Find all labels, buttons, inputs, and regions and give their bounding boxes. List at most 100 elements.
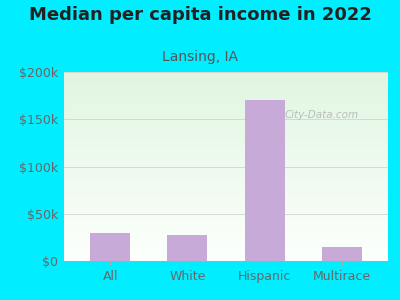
Bar [322,247,362,261]
Bar [64,225,388,226]
Bar [64,242,388,243]
Bar [64,202,388,203]
Bar [64,173,388,174]
Bar [64,139,388,140]
Bar [64,108,388,109]
Bar [64,202,388,203]
Bar [64,190,388,191]
Bar [64,198,388,199]
Bar [64,166,388,167]
Bar [64,186,388,187]
Text: City-Data.com: City-Data.com [284,110,358,120]
Bar [64,136,388,137]
Bar [64,223,388,224]
Bar [64,85,388,86]
Bar [64,254,388,255]
Bar [64,91,388,92]
Bar [64,204,388,205]
Bar [64,235,388,236]
Bar [64,219,388,220]
Bar [64,218,388,219]
Bar [64,147,388,148]
Bar [64,153,388,154]
Bar [64,168,388,169]
Bar [64,104,388,105]
Bar [64,163,388,164]
Bar [64,203,388,204]
Bar [64,149,388,150]
Bar [64,145,388,146]
Bar [64,189,388,190]
Bar [64,209,388,210]
Bar [64,197,388,198]
Bar [64,192,388,193]
Bar [64,231,388,232]
Bar [64,158,388,159]
Bar [64,196,388,197]
Bar [64,74,388,75]
Bar [64,122,388,123]
Bar [64,246,388,247]
Bar [64,205,388,206]
Bar [64,213,388,214]
Bar [64,124,388,125]
Bar [64,146,388,147]
Bar [64,159,388,160]
Bar [64,118,388,119]
Bar [64,92,388,93]
Bar [64,150,388,152]
Bar [64,79,388,80]
Bar [64,258,388,259]
Bar [64,89,388,90]
Bar [64,259,388,260]
Bar [64,229,388,230]
Bar [64,232,388,233]
Bar [64,83,388,84]
Bar [64,188,388,189]
Bar [64,237,388,238]
Bar [64,156,388,157]
Bar [64,143,388,144]
Bar [64,222,388,223]
Bar [64,162,388,163]
Bar [64,255,388,256]
Bar [64,82,388,83]
Bar [64,185,388,186]
Bar [64,106,388,107]
Bar [64,155,388,156]
Bar [64,179,388,180]
Bar [64,247,388,248]
Bar [64,226,388,227]
Bar [64,95,388,96]
Bar [64,137,388,138]
Bar [64,72,388,73]
Bar [64,138,388,139]
Bar [64,248,388,249]
Bar [64,236,388,237]
Bar [64,241,388,242]
Bar [64,96,388,97]
Bar [64,191,388,192]
Bar [64,127,388,128]
Bar [64,243,388,244]
Bar [90,233,130,261]
Bar [64,260,388,261]
Bar [64,249,388,250]
Bar [64,200,388,202]
Bar [64,114,388,115]
Text: Median per capita income in 2022: Median per capita income in 2022 [28,6,372,24]
Bar [64,245,388,246]
Bar [64,165,388,166]
Bar [64,130,388,131]
Bar [64,129,388,130]
Bar [64,102,388,103]
Bar [64,94,388,95]
Text: Lansing, IA: Lansing, IA [162,50,238,64]
Bar [64,239,388,240]
Bar [64,181,388,182]
Bar [64,103,388,104]
Bar [64,80,388,81]
Bar [64,77,388,78]
Bar [64,217,388,218]
Bar [244,100,285,261]
